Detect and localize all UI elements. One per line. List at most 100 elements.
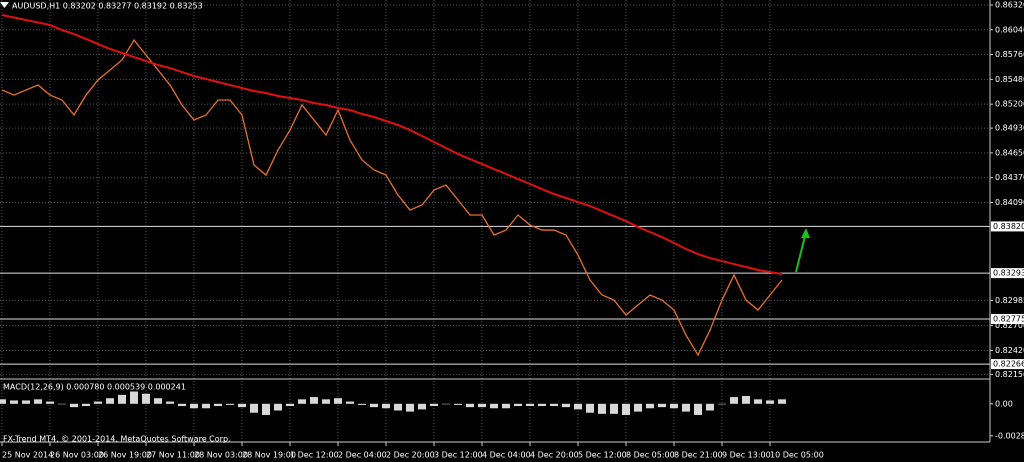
macd-bar [334,398,342,404]
arrow-head [801,228,810,238]
macd-bar [370,403,378,408]
symbol-marker [0,2,9,8]
macd-bar [178,403,186,407]
y-tick-label: 0.82985 [995,296,1024,305]
macd-bar [214,403,222,407]
arrow [795,231,807,273]
level-label-box [991,359,1024,370]
macd-bar [478,403,486,408]
macd-bar [406,403,414,412]
macd-bar [250,403,258,413]
x-tick-label: 10 Dec 05:00 [770,451,824,460]
macd-bar [538,403,546,407]
macd-bar [130,391,138,404]
macd-bar [550,403,558,407]
macd-bar [238,403,246,408]
macd-bar [694,403,702,415]
macd-bar [754,399,762,404]
macd-bar [82,403,90,407]
macd-bar [526,403,534,407]
macd-bar [502,403,510,409]
level-label: 0.82775 [993,315,1024,324]
macd-bar [154,398,162,404]
x-tick-label: 1 Dec 12:00 [290,451,339,460]
macd-bar [202,403,210,409]
macd-bar [562,403,570,408]
macd-bar [34,399,42,404]
grid [0,0,990,442]
macd-bar [226,403,234,405]
macd-bar [358,403,366,405]
macd-bar [58,403,66,405]
macd-bar [346,401,354,404]
price-line [1,38,783,357]
x-tick-label: 4 Dec 04:00 [482,451,531,460]
macd-bar [190,403,198,409]
macd-bar [142,393,150,404]
macd-bar [514,403,522,407]
macd-bar [298,399,306,404]
macd-bar [418,403,426,410]
x-tick-label: 2 Dec 20:00 [386,451,435,460]
macd-bar [70,403,78,408]
macd-bar [382,403,390,409]
macd-bar [394,403,402,411]
macd-bar [430,403,438,407]
level-label-box [991,221,1024,232]
chart-title: AUDUSD,H1 0.83202 0.83277 0.83192 0.8325… [12,2,203,11]
macd-bar [766,400,774,404]
x-tick-label: 9 Dec 13:00 [722,451,771,460]
macd-bar [442,403,450,405]
x-tick-label: 8 Dec 05:00 [626,451,675,460]
level-label-box [991,268,1024,279]
plot [0,13,990,415]
y-tick-label: 0.00 [995,399,1013,408]
macd-bar [310,397,318,404]
y-tick-label: 0.82150 [995,370,1024,379]
macd-bar [718,403,726,405]
macd-bar [118,394,126,404]
macd-bar [94,401,102,404]
x-tick-label: 25 Nov 2014 [2,451,53,460]
macd-bar [658,403,666,408]
macd-bar [22,400,30,404]
macd-bar [730,397,738,404]
y-tick-label: -0.00287 [995,431,1024,440]
level-label-box [991,314,1024,325]
x-tick-label: 8 Dec 21:00 [674,451,723,460]
indicator-title: MACD(12,26,9) 0.000780 0.000539 0.000241 [3,383,186,392]
macd-bar [286,403,294,407]
macd-bar [322,399,330,404]
macd-bar [274,403,282,411]
macd-bar [670,403,678,409]
level-label: 0.83820 [993,222,1024,231]
macd-bar [166,401,174,404]
macd-bar [0,399,6,404]
x-tick-label: 28 Nov 19:00 [242,451,296,460]
price-line [1,13,783,275]
macd-bar [454,403,462,405]
macd-bar [10,400,18,404]
x-tick-label: 3 Dec 12:00 [434,451,483,460]
x-tick-label: 26 Nov 19:00 [98,451,152,460]
macd-bar [646,403,654,409]
footer: FX-Trend MT4, © 2001-2014, MetaQuotes So… [3,435,231,444]
macd-bar [682,403,690,412]
macd-bar [634,403,642,412]
macd-bar [598,403,606,414]
level-label: 0.83293 [993,269,1024,278]
macd-bar [778,399,786,404]
